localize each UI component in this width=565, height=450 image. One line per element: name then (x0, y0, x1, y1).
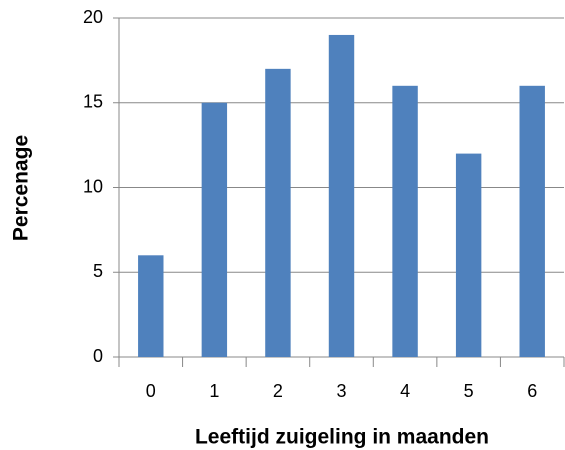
bar (201, 102, 228, 357)
bar (519, 85, 545, 358)
y-axis-title: Percenage (10, 135, 33, 241)
x-tick-label: 5 (464, 381, 474, 401)
x-axis-title: Leeftijd zuigeling in maanden (195, 426, 489, 449)
y-tick-label: 5 (93, 261, 103, 281)
x-tick-label: 2 (273, 381, 283, 401)
x-tick-label: 6 (527, 381, 537, 401)
bar (328, 34, 355, 357)
y-tick-label: 20 (83, 7, 103, 27)
y-tick-label: 10 (83, 176, 103, 196)
x-tick-label: 0 (146, 381, 156, 401)
x-tick-label: 3 (336, 381, 346, 401)
bar (392, 85, 418, 358)
bar (265, 68, 291, 357)
y-tick-label: 15 (83, 92, 103, 112)
y-tick-label: 0 (93, 346, 103, 366)
x-tick-label: 4 (400, 381, 410, 401)
x-tick-label: 1 (209, 381, 219, 401)
bar (455, 153, 482, 357)
bar (138, 255, 164, 357)
